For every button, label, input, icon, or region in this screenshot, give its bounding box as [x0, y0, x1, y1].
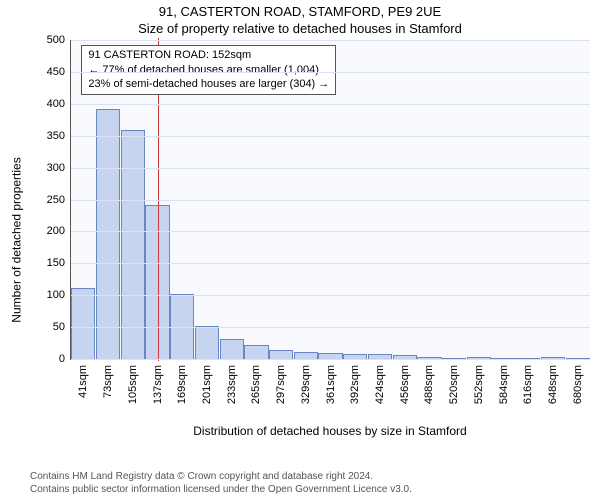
bar [121, 130, 145, 359]
y-axis-label: Number of detached properties [10, 157, 24, 322]
x-tick: 616sqm [522, 365, 534, 404]
bar [195, 326, 219, 359]
gridline [71, 104, 590, 105]
y-tick: 450 [47, 66, 65, 78]
x-tick: 520sqm [448, 365, 460, 404]
bar [71, 288, 95, 359]
plot-area: 41sqm73sqm105sqm137sqm169sqm201sqm233sqm… [70, 40, 590, 360]
gridline [71, 168, 590, 169]
x-tick: 392sqm [349, 365, 361, 404]
x-tick: 73sqm [102, 365, 114, 398]
bar [220, 339, 244, 359]
gridline [71, 40, 590, 41]
x-tick: 41sqm [77, 365, 89, 398]
annotation-line-1: 91 CASTERTON ROAD: 152sqm [88, 48, 329, 63]
page-subtitle: Size of property relative to detached ho… [0, 21, 600, 38]
gridline [71, 359, 590, 360]
gridline [71, 72, 590, 73]
y-tick: 250 [47, 194, 65, 206]
x-tick: 105sqm [127, 365, 139, 404]
x-tick: 552sqm [473, 365, 485, 404]
y-tick: 500 [47, 34, 65, 46]
bar [294, 352, 318, 359]
page-title: 91, CASTERTON ROAD, STAMFORD, PE9 2UE [0, 0, 600, 21]
annotation-line-2: ← 77% of detached houses are smaller (1,… [88, 63, 329, 78]
y-tick: 400 [47, 98, 65, 110]
annotation-box: 91 CASTERTON ROAD: 152sqm ← 77% of detac… [81, 45, 336, 96]
plot-wrap: Number of detached properties 41sqm73sqm… [0, 40, 600, 440]
x-tick: 648sqm [547, 365, 559, 404]
y-tick: 300 [47, 162, 65, 174]
gridline [71, 327, 590, 328]
x-tick: 361sqm [325, 365, 337, 404]
x-tick: 201sqm [201, 365, 213, 404]
y-tick: 50 [53, 321, 65, 333]
y-tick: 100 [47, 289, 65, 301]
x-tick: 680sqm [572, 365, 584, 404]
x-tick: 265sqm [250, 365, 262, 404]
annotation-line-3: 23% of semi-detached houses are larger (… [88, 77, 329, 92]
bar [96, 109, 120, 359]
x-tick: 488sqm [423, 365, 435, 404]
attribution-line-2: Contains public sector information licen… [30, 484, 412, 497]
attribution: Contains HM Land Registry data © Crown c… [30, 471, 412, 496]
x-tick: 424sqm [374, 365, 386, 404]
bar [244, 345, 268, 359]
gridline [71, 200, 590, 201]
y-tick: 200 [47, 225, 65, 237]
y-tick: 0 [59, 353, 65, 365]
gridline [71, 263, 590, 264]
x-tick: 137sqm [152, 365, 164, 404]
x-axis-label: Distribution of detached houses by size … [70, 424, 590, 438]
x-tick: 297sqm [275, 365, 287, 404]
y-tick: 150 [47, 257, 65, 269]
chart-container: 91, CASTERTON ROAD, STAMFORD, PE9 2UE Si… [0, 0, 600, 500]
gridline [71, 231, 590, 232]
x-tick: 329sqm [300, 365, 312, 404]
gridline [71, 295, 590, 296]
bar [269, 350, 293, 359]
x-tick: 584sqm [498, 365, 510, 404]
y-tick: 350 [47, 130, 65, 142]
attribution-line-1: Contains HM Land Registry data © Crown c… [30, 471, 412, 484]
gridline [71, 136, 590, 137]
x-tick: 456sqm [399, 365, 411, 404]
x-tick: 233sqm [226, 365, 238, 404]
x-tick: 169sqm [176, 365, 188, 404]
